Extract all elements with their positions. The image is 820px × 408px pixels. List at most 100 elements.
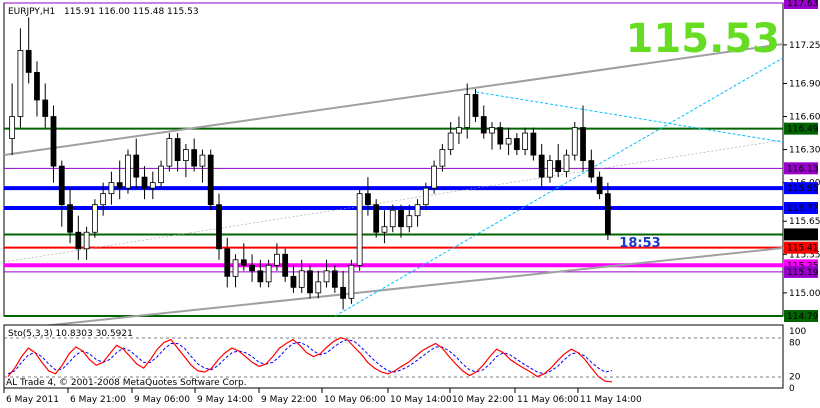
trendline-thin	[3, 139, 784, 263]
level-tag-text-top: 117.63	[787, 0, 819, 9]
time-label: 6 May 2011	[6, 395, 59, 405]
stoch-main-line	[7, 337, 613, 383]
candle-body	[381, 226, 388, 233]
candle-body	[340, 286, 346, 299]
stochastic-panel[interactable]	[3, 324, 784, 389]
candle-body	[290, 275, 297, 288]
copyright-text: AL Trade 4, © 2001-2008 MetaQuotes Softw…	[6, 378, 247, 388]
level-tag-green_upper	[784, 122, 818, 135]
trend-lines	[3, 43, 784, 331]
candle-body	[447, 132, 454, 150]
candle-body	[389, 209, 396, 228]
time-label: 10 May 22:00	[452, 395, 514, 405]
candle-body	[464, 94, 471, 128]
candlesticks	[9, 17, 611, 310]
candle-body	[439, 149, 446, 167]
stoch-signal-line	[7, 339, 613, 375]
level-tag-text-blue_upper: 115.95	[787, 184, 819, 194]
candle-body	[414, 204, 421, 217]
candle-body	[348, 264, 355, 299]
candle-body	[315, 281, 322, 294]
candle-body	[58, 165, 65, 206]
candle-body	[100, 193, 107, 206]
time-label: 6 May 21:00	[70, 395, 126, 405]
candle-body	[9, 116, 16, 139]
candle-body	[365, 193, 371, 206]
candle-body	[249, 264, 255, 272]
price-label: 115.00	[789, 289, 820, 299]
candle-body	[183, 149, 189, 162]
fib-line-falling	[475, 91, 784, 143]
candle-body	[538, 154, 545, 178]
candle-body	[91, 204, 98, 233]
level-tag-text-green_upper: 116.49	[787, 125, 819, 135]
trendline-lower	[3, 247, 784, 331]
candle-body	[158, 165, 164, 184]
candle-body	[547, 160, 553, 178]
level-tag-bottom	[784, 310, 818, 322]
price-label: 115.65	[789, 217, 820, 227]
level-tag-text-green_lower: 115.77	[787, 204, 819, 214]
candle-body	[604, 193, 611, 235]
candle-body	[174, 138, 181, 162]
candle-body	[25, 49, 32, 73]
price-label: 116.90	[789, 79, 820, 89]
stochastic-lines	[7, 337, 613, 383]
level-tag-purple_mid	[784, 162, 818, 175]
candle-body	[42, 99, 49, 117]
candle-body	[207, 154, 214, 206]
ohlc-values: 115.91 116.00 115.48 115.53	[64, 7, 199, 17]
candle-body	[83, 231, 90, 250]
level-tag-green_lower	[784, 201, 818, 214]
trendline-upper	[3, 43, 784, 156]
candle-body	[398, 209, 404, 228]
candle-body	[456, 127, 462, 134]
candle-body	[505, 138, 512, 145]
candle-body	[588, 160, 595, 178]
stoch-axis-label: 80	[789, 338, 801, 348]
candle-body	[232, 259, 239, 277]
candle-body	[489, 127, 495, 134]
price-label: 116.60	[789, 113, 820, 123]
candle-body	[356, 193, 363, 266]
candle-body	[141, 176, 148, 189]
time-label: 9 May 06:00	[134, 395, 190, 405]
candle-body	[580, 127, 586, 162]
candle-body	[406, 215, 413, 228]
candle-body	[191, 149, 198, 167]
fib-line-rising	[334, 57, 784, 317]
price-level-tags: 117.63 116.49 116.13 115.95 115.77 115.53 115.…	[784, 0, 819, 322]
time-label: 9 May 14:00	[197, 395, 253, 405]
candle-body	[34, 72, 40, 101]
candle-body	[265, 264, 272, 283]
candle-body	[149, 182, 156, 189]
candle-body	[472, 94, 479, 117]
candle-body	[257, 270, 264, 283]
candle-body	[596, 176, 603, 195]
stoch-axis-label: 100	[789, 327, 806, 337]
level-tag-text-purple_mid: 116.13	[787, 164, 819, 174]
level-tag-text-red: 115.41	[787, 244, 819, 254]
level-tag-red	[784, 241, 818, 254]
candle-body	[422, 187, 429, 206]
candle-body	[50, 116, 57, 167]
candle-body	[307, 270, 313, 294]
time-label: 11 May 14:00	[580, 395, 642, 405]
level-tag-current	[784, 228, 818, 241]
candle-body	[224, 248, 231, 277]
candle-body	[216, 204, 222, 250]
candle-body	[133, 154, 140, 178]
candle-body	[116, 182, 123, 189]
time-label: 9 May 22:00	[261, 395, 317, 405]
candle-body	[373, 204, 380, 233]
candle-body	[530, 132, 537, 156]
candle-body	[555, 160, 562, 173]
candle-body	[199, 154, 206, 167]
candle-countdown: 18:53	[619, 236, 660, 251]
time-axis: 6 May 2011 6 May 21:00 9 May 06:00 9 May 14…	[3, 388, 642, 405]
candle-body	[17, 49, 24, 117]
candle-body	[323, 270, 330, 283]
big-price-label: 115.53	[626, 16, 780, 62]
